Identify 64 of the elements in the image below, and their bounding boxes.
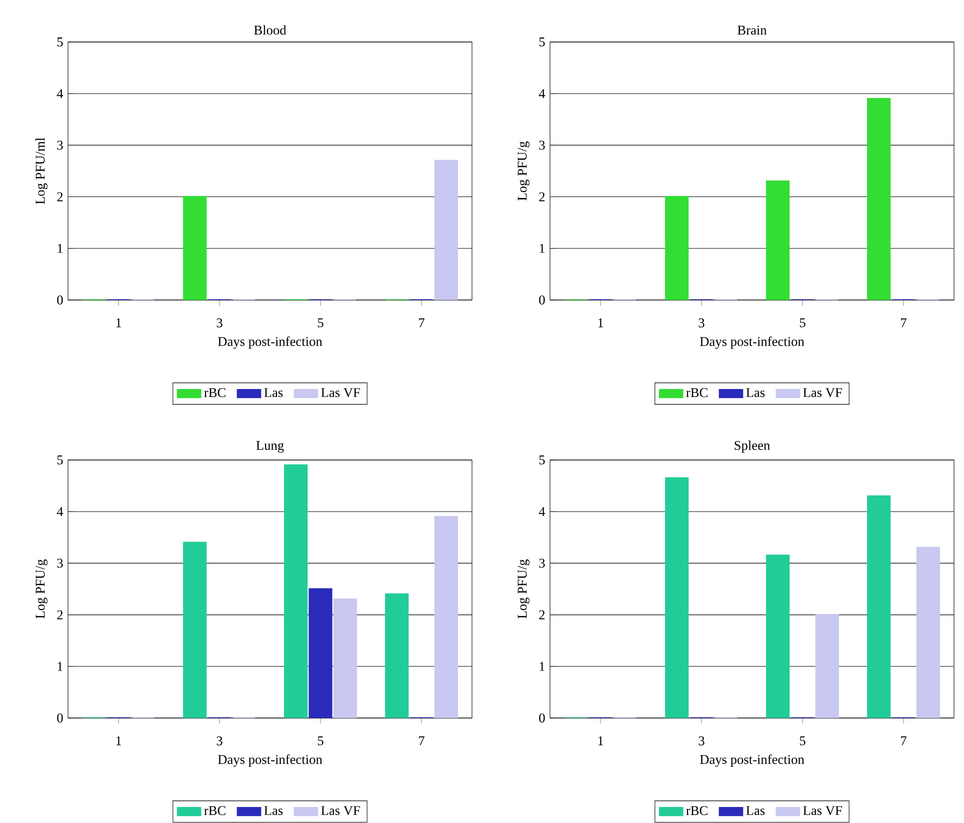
- x-tick-label: 7: [901, 318, 906, 328]
- y-tick-label: 0: [539, 296, 545, 305]
- x-tick-label: 1: [116, 736, 122, 746]
- x-tick-label: 1: [598, 736, 604, 746]
- x-tick-label: 1: [116, 318, 122, 328]
- x-tick-label: 5: [318, 318, 324, 328]
- x-tick-label: 5: [800, 318, 806, 328]
- y-tick-label: 0: [57, 296, 63, 305]
- y-tick-label: 3: [57, 558, 63, 568]
- y-axis-title: Log PFU/g: [36, 560, 48, 619]
- y-axis-title: Log PFU/g: [518, 142, 530, 201]
- y-tick-label: 4: [56, 89, 64, 98]
- legend-label: Las VF: [321, 806, 360, 816]
- y-tick-label: 5: [539, 38, 545, 47]
- y-tick-label: 5: [57, 38, 63, 47]
- chart-title: Lung: [256, 441, 284, 453]
- y-tick-label: 3: [539, 140, 545, 150]
- x-tick-label: 7: [419, 318, 424, 328]
- y-tick-label: 4: [538, 89, 546, 98]
- y-tick-label: 1: [540, 662, 545, 671]
- legend-label: rBC: [686, 388, 708, 398]
- legend-label: rBC: [686, 806, 708, 816]
- y-tick-label: 1: [58, 662, 63, 671]
- y-tick-label: 5: [57, 456, 63, 465]
- y-tick-label: 4: [56, 507, 64, 516]
- legend-label: rBC: [204, 388, 226, 398]
- x-tick-label: 1: [598, 318, 604, 328]
- x-axis-title: Days post-infection: [218, 336, 322, 349]
- y-tick-label: 2: [539, 192, 545, 202]
- y-tick-label: 4: [538, 507, 546, 516]
- legend-label: Las VF: [321, 388, 360, 398]
- y-axis-title: Log PFU/ml: [35, 138, 48, 204]
- y-tick-label: 5: [539, 456, 545, 465]
- legend-label: Las: [746, 806, 765, 816]
- x-axis-title: Days post-infection: [700, 336, 804, 349]
- chart-title: Blood: [254, 25, 286, 35]
- y-tick-label: 0: [57, 714, 63, 723]
- y-tick-label: 1: [540, 244, 545, 253]
- x-tick-label: 7: [419, 736, 424, 746]
- x-tick-label: 3: [216, 736, 222, 746]
- x-tick-label: 3: [698, 318, 704, 328]
- legend-label: Las: [746, 388, 765, 398]
- y-axis-title: Log PFU/g: [518, 560, 530, 619]
- x-tick-label: 3: [698, 736, 704, 746]
- x-axis-title: Days post-infection: [700, 754, 804, 767]
- legend-label: Las: [264, 388, 283, 398]
- y-tick-label: 2: [57, 610, 63, 620]
- legend-label: Las VF: [803, 806, 842, 816]
- y-tick-label: 2: [57, 192, 63, 202]
- legend-label: Las VF: [803, 388, 842, 398]
- x-tick-label: 7: [901, 736, 906, 746]
- y-tick-label: 0: [539, 714, 545, 723]
- y-tick-label: 2: [539, 610, 545, 620]
- x-axis-title: Days post-infection: [218, 754, 322, 767]
- legend-label: Las: [264, 806, 283, 816]
- x-tick-label: 5: [318, 736, 324, 746]
- chart-title: Spleen: [734, 440, 770, 453]
- legend-label: rBC: [204, 806, 226, 816]
- x-tick-label: 3: [216, 318, 222, 328]
- y-tick-label: 3: [539, 558, 545, 568]
- y-tick-label: 1: [58, 244, 63, 253]
- chart-title: Brain: [738, 26, 767, 35]
- y-tick-label: 3: [57, 140, 63, 150]
- x-tick-label: 5: [800, 736, 806, 746]
